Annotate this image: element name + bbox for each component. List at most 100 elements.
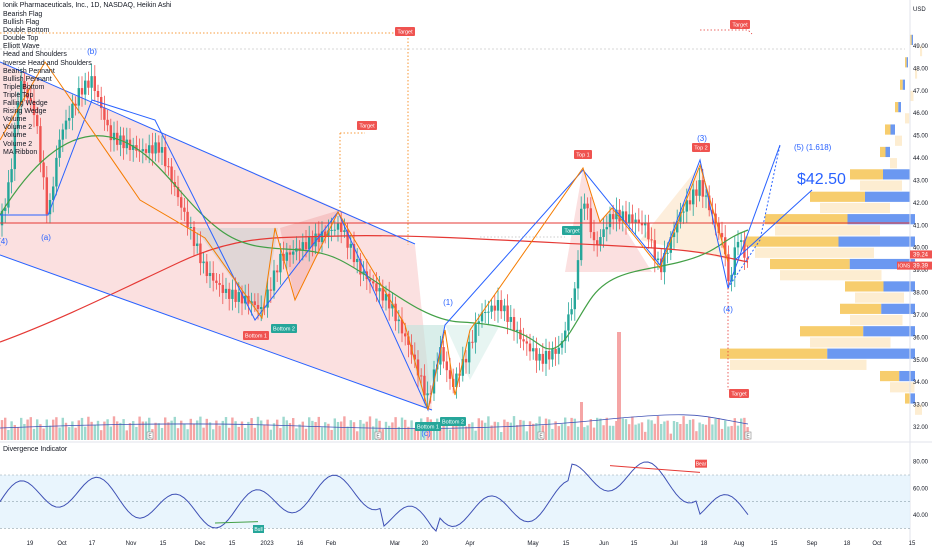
volume-profile-bar: [860, 180, 902, 191]
candle-body: [615, 209, 618, 220]
pattern-legend-item[interactable]: Double Top: [3, 35, 39, 43]
volume-bar: [4, 417, 7, 440]
pattern-legend-item[interactable]: Triple Bottom: [3, 83, 45, 91]
pattern-legend-item[interactable]: Volume 2: [3, 140, 33, 148]
top2-label: Top 2: [694, 146, 707, 152]
pattern-legend-item[interactable]: Rising Wedge: [3, 108, 47, 116]
candle-body: [423, 375, 426, 396]
candle-body: [583, 203, 586, 209]
time-axis-tick: Feb: [326, 541, 337, 547]
target-connector: [700, 29, 753, 35]
volume-bar: [80, 417, 84, 440]
volume-bar: [455, 419, 458, 440]
volume-bar: [519, 419, 522, 440]
pattern-legend-item[interactable]: Volume 2: [3, 124, 33, 132]
earnings-marker[interactable]: E: [539, 434, 543, 440]
volume-bar: [388, 425, 391, 440]
volume-bar: [68, 427, 71, 440]
ticker-price-tag-bg: [910, 261, 932, 270]
pattern-legend-item[interactable]: MA Ribbon: [3, 148, 38, 156]
volume-profile-bar: [905, 393, 911, 404]
candle-body: [151, 145, 154, 154]
volume-bar: [231, 417, 234, 440]
candle-body: [647, 223, 650, 240]
volume-bar: [128, 423, 132, 440]
candle-body: [308, 237, 311, 250]
pattern-legend-item[interactable]: Bullish Flag: [3, 19, 40, 27]
pattern-legend-item[interactable]: Bearish Pennant: [3, 67, 55, 75]
candle-body: [503, 305, 506, 312]
earnings-marker[interactable]: E: [148, 434, 152, 440]
bull-label-bg: [253, 525, 264, 533]
candle-body: [698, 180, 701, 196]
volume-bar: [378, 420, 381, 440]
candle-body: [701, 180, 704, 197]
earnings-marker[interactable]: E: [746, 434, 750, 440]
double-bottom-zone-3: [445, 325, 500, 380]
candle-body: [538, 353, 541, 361]
pattern-legend-item[interactable]: Inverse Head and Shoulders: [3, 59, 92, 67]
candle-body: [676, 221, 679, 233]
volume-bar: [333, 418, 336, 440]
volume-bar: [250, 418, 253, 440]
candle-body: [666, 252, 669, 254]
candle-body: [237, 292, 240, 302]
wave-1-label: (1): [443, 298, 453, 307]
volume-profile-bar: [800, 326, 864, 337]
volume-bar: [493, 421, 496, 440]
candle-body: [733, 247, 736, 275]
pattern-legend-item[interactable]: Double Bottom: [3, 27, 50, 35]
candle-body: [215, 280, 218, 283]
volume-bar: [733, 418, 736, 440]
pattern-legend-item[interactable]: Triple Top: [3, 91, 34, 99]
candle-body: [448, 370, 452, 379]
pattern-legend-item[interactable]: Volume: [3, 116, 27, 124]
volume-bar: [183, 423, 186, 440]
volume-profile-bar: [895, 135, 902, 146]
bear-label-bg: [695, 459, 707, 468]
candle-body: [743, 240, 746, 258]
price-axis-tick: 43.00: [913, 178, 929, 184]
volume-bar: [740, 418, 743, 440]
target-label-bg: [357, 121, 377, 130]
volume-bar: [90, 421, 93, 440]
candle-body: [445, 361, 448, 371]
candle-body: [471, 341, 474, 343]
candle-body: [26, 89, 29, 99]
candle-body: [144, 149, 148, 153]
pattern-legend-item[interactable]: Elliott Wave: [3, 43, 40, 51]
volume-bar: [141, 421, 144, 440]
candle-body: [93, 76, 96, 92]
candle-body: [506, 305, 509, 322]
candle-body: [484, 312, 487, 314]
volume-bar: [343, 416, 346, 440]
pattern-legend-item[interactable]: Volume: [3, 132, 27, 140]
volume-bar: [516, 425, 519, 440]
volume-bar: [247, 421, 250, 440]
candle-body: [231, 289, 234, 299]
volume-bar: [308, 417, 311, 440]
pattern-legend-item[interactable]: Bullish Pennant: [3, 75, 52, 83]
volume-bar: [720, 428, 724, 440]
candle-body: [490, 305, 493, 312]
moving-average-green: [0, 135, 749, 350]
earnings-marker-bg: [374, 431, 382, 440]
top2-label-bg: [692, 143, 710, 152]
pattern-legend-item[interactable]: Bearish Flag: [3, 11, 43, 18]
candle-body: [509, 317, 512, 322]
volume-bar: [109, 426, 112, 440]
candle-body: [234, 289, 237, 302]
volume-profile-bar: [906, 57, 908, 68]
earnings-marker[interactable]: E: [376, 434, 380, 440]
candle-body: [634, 219, 637, 223]
target-label: Target: [732, 23, 748, 29]
volume-bar: [13, 424, 16, 440]
pattern-legend-item[interactable]: Head and Shoulders: [3, 51, 67, 59]
candle-body: [240, 292, 244, 304]
pattern-legend-item[interactable]: Falling Wedge: [3, 100, 48, 108]
volume-profile-bar: [845, 281, 884, 292]
candle-body: [704, 195, 708, 197]
ticker-tag: IONS: [898, 264, 911, 270]
